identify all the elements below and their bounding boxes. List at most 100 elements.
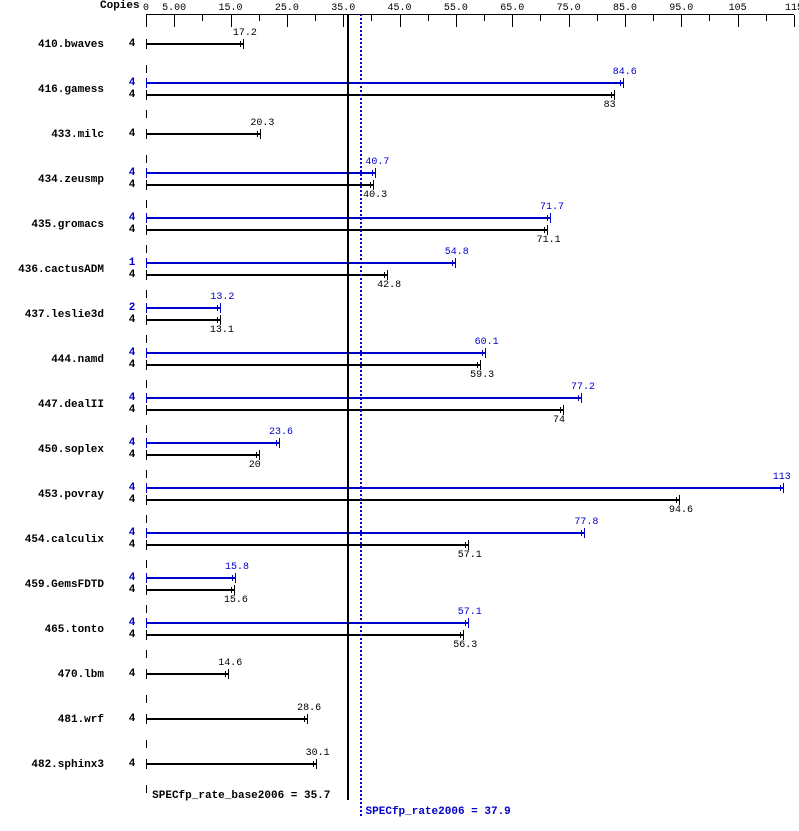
base-bar — [146, 319, 220, 321]
row-tick — [146, 290, 147, 298]
bar-cap — [146, 180, 147, 190]
bar-cap — [146, 585, 147, 595]
bar-cap — [783, 483, 784, 493]
benchmark-name: 435.gromacs — [4, 219, 104, 231]
peak-bar — [146, 172, 375, 174]
bar-cap — [146, 315, 147, 325]
bar-cap — [146, 39, 147, 49]
bar-cap — [679, 495, 680, 505]
row-tick — [146, 785, 147, 793]
bar-tick — [256, 452, 257, 458]
axis-tick — [400, 15, 401, 27]
peak-bar — [146, 352, 485, 354]
benchmark-name: 410.bwaves — [4, 39, 104, 51]
axis-label: 0 — [143, 3, 149, 14]
axis-label: 105 — [729, 3, 747, 14]
bar-cap — [146, 450, 147, 460]
bar-cap — [547, 225, 548, 235]
axis-minor-tick — [540, 15, 541, 21]
value-label: 74 — [553, 415, 565, 426]
row-tick — [146, 65, 147, 73]
value-label: 56.3 — [453, 640, 477, 651]
base-bar — [146, 589, 234, 591]
base-copies: 4 — [122, 359, 142, 371]
bar-cap — [584, 528, 585, 538]
peak-copies: 4 — [122, 347, 142, 359]
bar-cap — [550, 213, 551, 223]
bar-tick — [544, 227, 545, 233]
axis-minor-tick — [428, 15, 429, 21]
base-bar — [146, 763, 316, 765]
bar-cap — [307, 714, 308, 724]
bar-tick — [477, 362, 478, 368]
bar-tick — [780, 485, 781, 491]
peak-copies: 4 — [122, 212, 142, 224]
bar-cap — [146, 483, 147, 493]
bar-cap — [485, 348, 486, 358]
bar-cap — [146, 225, 147, 235]
bar-cap — [146, 129, 147, 139]
base-bar — [146, 364, 480, 366]
peak-bar — [146, 577, 235, 579]
benchmark-name: 416.gamess — [4, 84, 104, 96]
row-tick — [146, 470, 147, 478]
bar-cap — [228, 669, 229, 679]
bar-cap — [375, 168, 376, 178]
axis-label: 25.0 — [275, 3, 299, 14]
value-label: 77.8 — [574, 517, 598, 528]
value-label: 57.1 — [458, 550, 482, 561]
value-label: 57.1 — [458, 607, 482, 618]
base-bar — [146, 544, 468, 546]
benchmark-name: 459.GemsFDTD — [4, 579, 104, 591]
bar-cap — [463, 630, 464, 640]
row-tick — [146, 155, 147, 163]
bar-cap — [623, 78, 624, 88]
row-tick — [146, 380, 147, 388]
bar-cap — [563, 405, 564, 415]
peak-copies: 4 — [122, 77, 142, 89]
axis-minor-tick — [202, 15, 203, 21]
peak-copies: 4 — [122, 482, 142, 494]
base-bar — [146, 94, 614, 96]
benchmark-name: 470.lbm — [4, 669, 104, 681]
bar-cap — [581, 393, 582, 403]
peak-bar — [146, 442, 279, 444]
peak-bar — [146, 532, 584, 534]
bar-cap — [279, 438, 280, 448]
bar-cap — [146, 630, 147, 640]
axis-label: 35.0 — [331, 3, 355, 14]
row-tick — [146, 695, 147, 703]
axis-minor-tick — [766, 15, 767, 21]
value-label: 13.1 — [210, 325, 234, 336]
axis-label: 55.0 — [444, 3, 468, 14]
benchmark-name: 454.calculix — [4, 534, 104, 546]
axis-tick — [343, 15, 344, 27]
bar-cap — [259, 450, 260, 460]
bar-cap — [220, 315, 221, 325]
bar-cap — [146, 540, 147, 550]
axis-tick — [794, 15, 795, 27]
bar-cap — [146, 303, 147, 313]
value-label: 40.3 — [363, 190, 387, 201]
value-label: 13.2 — [210, 292, 234, 303]
bar-cap — [146, 759, 147, 769]
value-label: 23.6 — [269, 427, 293, 438]
bar-cap — [146, 168, 147, 178]
base-bar — [146, 409, 563, 411]
peak-copies: 4 — [122, 527, 142, 539]
benchmark-name: 465.tonto — [4, 624, 104, 636]
peak-copies: 2 — [122, 302, 142, 314]
bar-tick — [372, 170, 373, 176]
bar-cap — [455, 258, 456, 268]
axis-tick — [738, 15, 739, 27]
axis-tick — [569, 15, 570, 27]
value-label: 113 — [773, 472, 791, 483]
benchmark-name: 437.leslie3d — [4, 309, 104, 321]
value-label: 20.3 — [250, 118, 274, 129]
benchmark-name: 481.wrf — [4, 714, 104, 726]
row-tick — [146, 515, 147, 523]
axis-minor-tick — [597, 15, 598, 21]
value-label: 14.6 — [218, 658, 242, 669]
peak-copies: 4 — [122, 167, 142, 179]
bar-cap — [146, 348, 147, 358]
